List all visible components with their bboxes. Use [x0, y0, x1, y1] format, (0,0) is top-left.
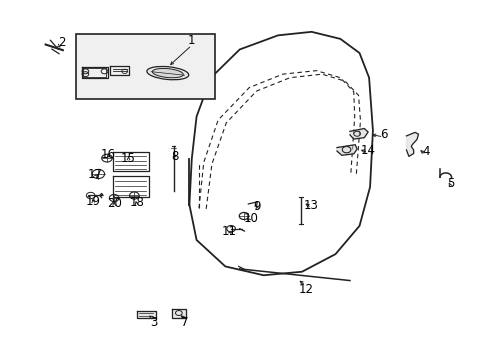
- Text: 11: 11: [221, 225, 236, 238]
- Text: 12: 12: [298, 283, 313, 296]
- Text: 8: 8: [171, 149, 178, 162]
- Text: 14: 14: [360, 144, 375, 157]
- Text: 9: 9: [253, 200, 261, 213]
- Text: 6: 6: [379, 129, 386, 141]
- Text: 20: 20: [106, 198, 122, 211]
- Text: 16: 16: [100, 148, 115, 161]
- Polygon shape: [406, 132, 418, 156]
- Text: 2: 2: [58, 36, 65, 49]
- Text: 15: 15: [121, 152, 136, 165]
- Text: 19: 19: [86, 195, 101, 208]
- Ellipse shape: [152, 68, 183, 78]
- Polygon shape: [349, 129, 367, 139]
- Text: 5: 5: [446, 177, 453, 190]
- Polygon shape: [336, 145, 356, 155]
- Text: 17: 17: [87, 168, 102, 181]
- Text: 10: 10: [243, 212, 258, 225]
- Text: 13: 13: [304, 199, 318, 212]
- Bar: [76, 33, 214, 99]
- Text: 18: 18: [129, 197, 144, 210]
- Text: 1: 1: [188, 34, 195, 47]
- Text: 3: 3: [149, 316, 157, 329]
- Ellipse shape: [146, 67, 188, 80]
- Text: 4: 4: [421, 145, 428, 158]
- Polygon shape: [171, 309, 185, 318]
- Polygon shape: [137, 311, 156, 318]
- Text: 7: 7: [181, 316, 188, 329]
